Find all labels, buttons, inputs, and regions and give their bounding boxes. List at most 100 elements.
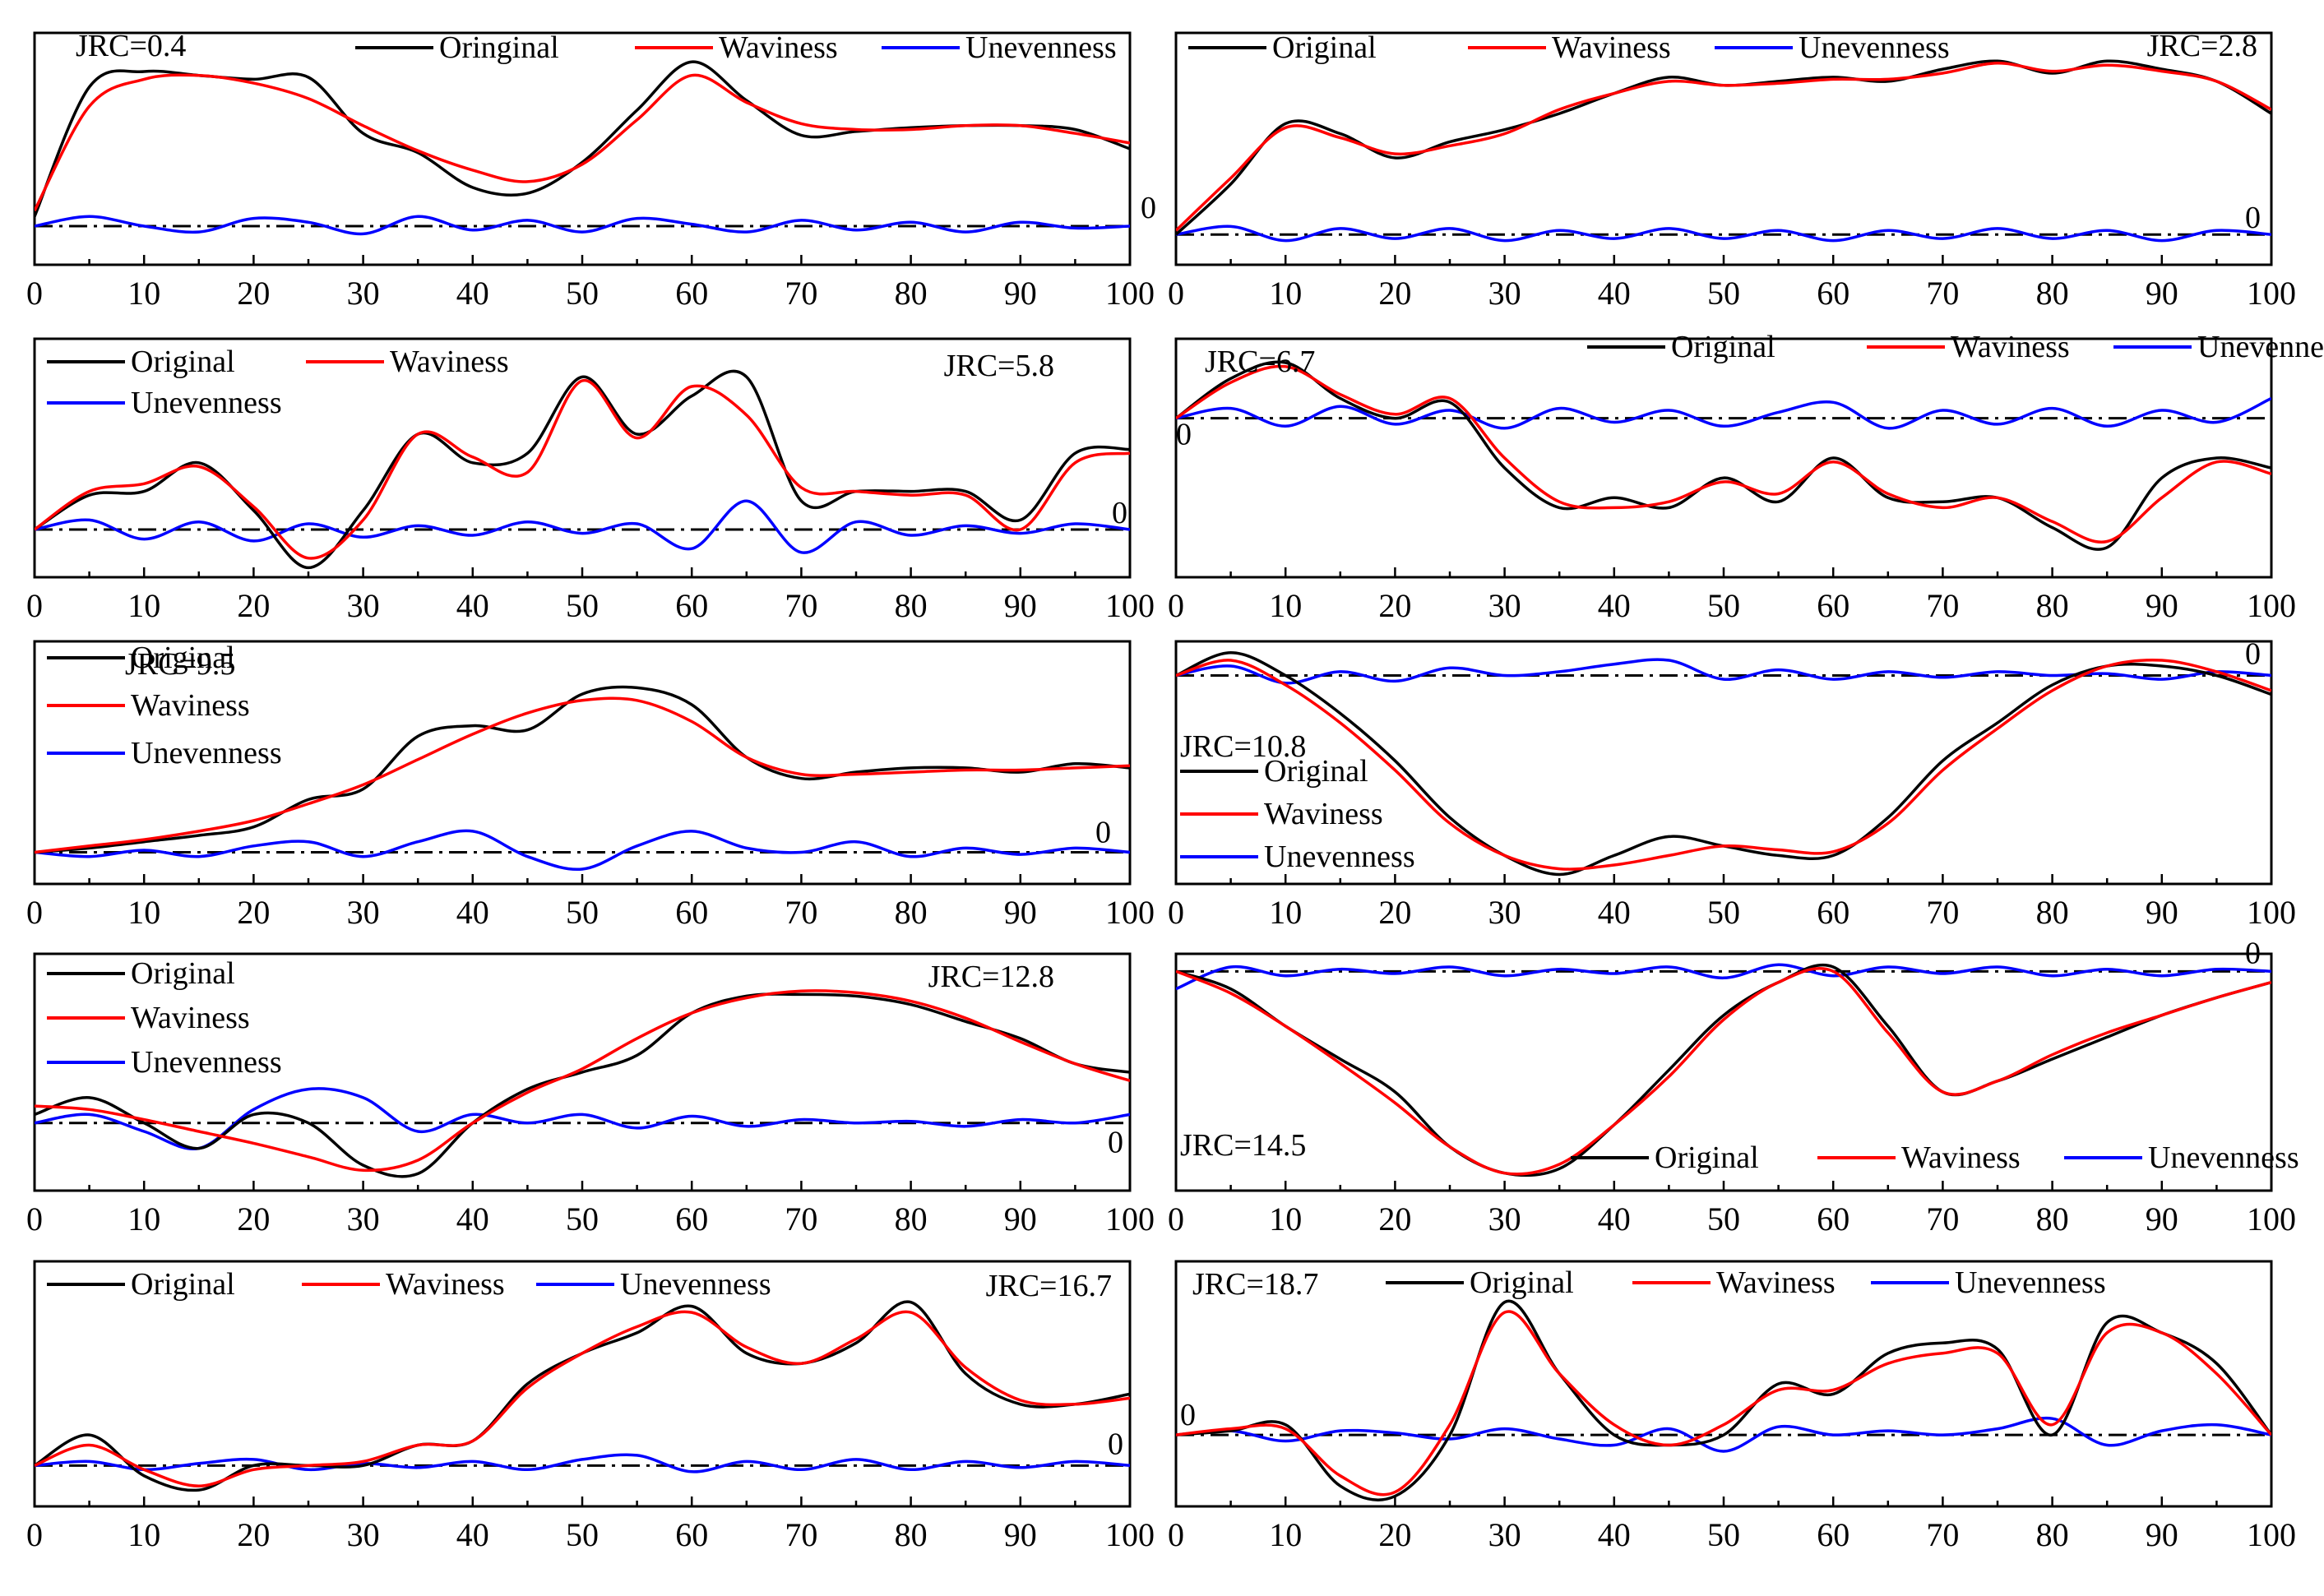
legend-original: Oringinal [355, 30, 559, 65]
x-tick-label: 30 [347, 275, 380, 312]
x-tick-label: 80 [895, 587, 928, 624]
x-tick-label: 0 [26, 894, 43, 931]
legend-unevenness-label: Unevenness [2197, 330, 2324, 364]
legend-waviness: Waviness [302, 1267, 505, 1302]
zero-label: 0 [1141, 191, 1156, 225]
legend-waviness-label: Waviness [1552, 30, 1671, 65]
series-unevenness-line [1176, 963, 2271, 991]
x-tick-label: 70 [785, 275, 817, 312]
series-original-line [1176, 360, 2271, 551]
panel-3: 0 10 20 30 40 50 60 70 80 90 100 0 JRC=5.8 Original Wa… [26, 337, 1155, 624]
legend-unevenness-label: Unevenness [1799, 30, 1950, 65]
legend-unevenness-label: Unevenness [1955, 1265, 2106, 1300]
legend-unevenness-label: Unevenness [131, 386, 282, 420]
legend-waviness: Waviness [1817, 1140, 2021, 1175]
x-tick-label: 90 [1004, 1516, 1037, 1553]
x-tick-label: 40 [456, 894, 489, 931]
x-tick-label: 40 [1598, 587, 1631, 624]
x-tick-label: 70 [1926, 587, 1959, 624]
x-tick-label: 70 [1926, 1200, 1959, 1237]
x-tick-label: 80 [895, 1516, 928, 1553]
x-tick-label: 30 [347, 587, 380, 624]
x-tick-label: 60 [1817, 587, 1849, 624]
x-tick-label: 10 [1269, 587, 1302, 624]
series-unevenness-line [35, 1087, 1130, 1151]
legend-waviness: Waviness [1180, 797, 1383, 831]
series-waviness-line [1176, 658, 2271, 871]
legend-original: Original [1587, 330, 1775, 364]
legend-original-label: Original [131, 956, 235, 991]
x-tick-label: 70 [1926, 1516, 1959, 1553]
legend-unevenness-label: Unevenness [1264, 840, 1415, 874]
x-tick-label: 10 [127, 1516, 160, 1553]
zero-label: 0 [2245, 636, 2261, 671]
x-tick-label: 30 [1488, 1516, 1521, 1553]
x-tick-label: 10 [1269, 275, 1302, 312]
zero-label: 0 [1176, 418, 1192, 452]
legend-waviness: Waviness [47, 1001, 250, 1035]
x-tick-label: 20 [1378, 587, 1411, 624]
x-tick-label: 30 [1488, 275, 1521, 312]
legend-unevenness: Unevenness [1180, 840, 1415, 874]
x-tick-label: 100 [1105, 1516, 1155, 1553]
series-waviness-line [35, 1310, 1130, 1487]
legend-original-label: Original [131, 1267, 235, 1302]
jrc-label: JRC=6.7 [1205, 345, 1315, 379]
jrc-label: JRC=18.7 [1192, 1267, 1318, 1302]
x-tick-label: 100 [1105, 894, 1155, 931]
zero-label: 0 [2245, 201, 2261, 235]
panel-9: 0 10 20 30 40 50 60 70 80 90 100 0 JRC=16.7 Original W… [26, 1260, 1155, 1553]
legend-original: Original [1180, 754, 1368, 789]
x-tick-label: 60 [1817, 1200, 1849, 1237]
series-unevenness-line [1176, 224, 2271, 243]
series-waviness-line [35, 379, 1130, 560]
legend-waviness-label: Waviness [1951, 330, 2070, 364]
legend-original-label: Original [131, 345, 235, 379]
panel-2: 0 10 20 30 40 50 60 70 80 90 100 0 JRC=2.8 Original Wa… [1168, 29, 2296, 312]
legend-unevenness: Unevenness [1715, 30, 1950, 65]
zero-label: 0 [1112, 496, 1127, 530]
legend-waviness: Waviness [306, 345, 509, 379]
legend-unevenness: Unevenness [882, 30, 1117, 65]
x-tick-label: 70 [785, 894, 817, 931]
x-tick-label: 60 [675, 1200, 708, 1237]
x-tick-label: 10 [1269, 1200, 1302, 1237]
x-tick-label: 20 [1378, 275, 1411, 312]
series-waviness-line [35, 989, 1130, 1173]
legend-waviness: Waviness [635, 30, 838, 65]
x-tick-label: 0 [1168, 275, 1184, 312]
x-tick-label: 20 [237, 275, 270, 312]
zero-label: 0 [2245, 936, 2261, 970]
legend-unevenness-label: Unevenness [620, 1267, 771, 1302]
legend-original: Original [47, 1267, 235, 1302]
legend-unevenness: Unevenness [2113, 330, 2324, 364]
x-tick-label: 20 [237, 894, 270, 931]
x-tick-label: 20 [1378, 1200, 1411, 1237]
x-tick-label: 80 [2036, 1200, 2069, 1237]
x-tick-label: 80 [895, 275, 928, 312]
x-tick-label: 20 [237, 1516, 270, 1553]
x-tick-label: 100 [2247, 587, 2296, 624]
series-original-line [1176, 963, 2271, 1177]
legend-unevenness: Unevenness [536, 1267, 771, 1302]
legend-waviness-label: Waviness [390, 345, 509, 379]
x-tick-label: 100 [1105, 1200, 1155, 1237]
x-tick-label: 40 [456, 275, 489, 312]
x-tick-label: 30 [347, 894, 380, 931]
series-unevenness-line [1176, 1416, 2271, 1453]
jrc-label: JRC=10.8 [1180, 729, 1306, 764]
series-unevenness-line [35, 499, 1130, 554]
x-tick-label: 90 [2146, 587, 2178, 624]
x-tick-label: 10 [1269, 894, 1302, 931]
x-tick-label: 40 [456, 1200, 489, 1237]
x-tick-label: 50 [566, 275, 599, 312]
legend-unevenness-label: Unevenness [965, 30, 1117, 65]
x-tick-label: 60 [675, 587, 708, 624]
series-waviness-line [35, 73, 1130, 212]
series-waviness-line [1176, 1310, 2271, 1497]
legend-original-label: Original [1655, 1140, 1759, 1175]
legend-unevenness: Unevenness [47, 1045, 282, 1080]
